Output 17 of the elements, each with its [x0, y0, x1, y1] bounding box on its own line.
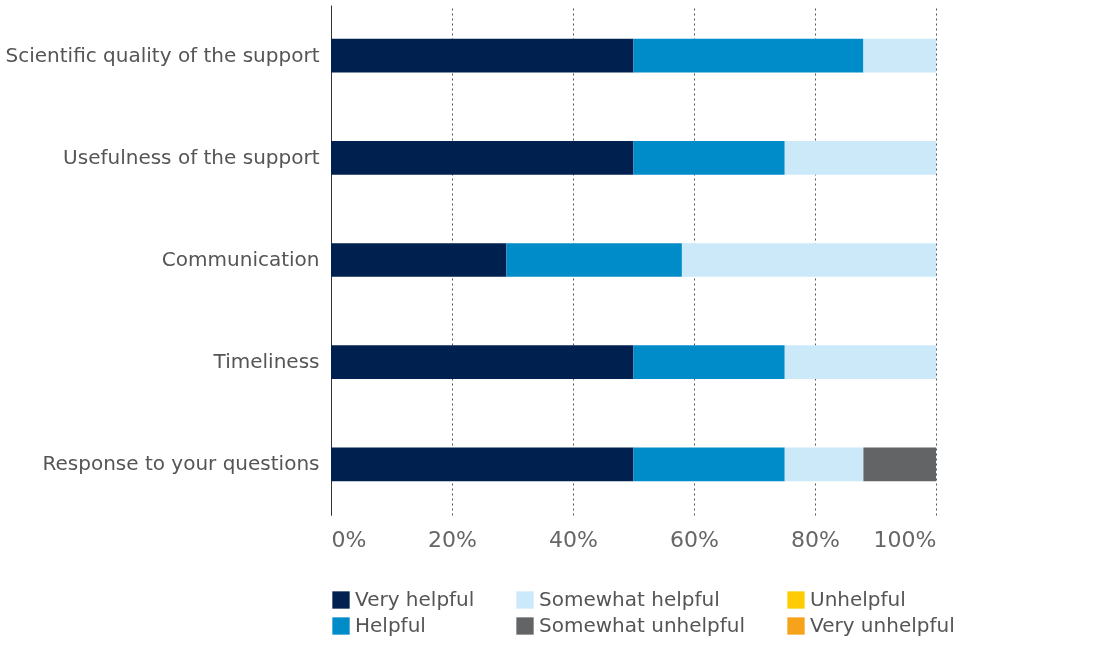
y-tick-label: Usefulness of the support	[63, 144, 320, 169]
legend-label: Somewhat unhelpful	[539, 613, 746, 637]
x-tick-label: 100%	[873, 526, 937, 552]
legend-label: Somewhat helpful	[539, 587, 720, 611]
y-tick-label: Response to your questions	[42, 451, 320, 476]
legend-label: Unhelpful	[810, 587, 906, 611]
x-tick-label: 40%	[549, 526, 598, 552]
legend-label: Helpful	[355, 613, 426, 637]
y-tick-label: Timeliness	[212, 349, 320, 374]
legend-label: Very unhelpful	[810, 613, 955, 637]
y-tick-label: Scientific quality of the support	[5, 42, 320, 67]
legend-label: Very helpful	[355, 587, 475, 611]
x-tick-label: 0%	[331, 526, 367, 552]
y-tick-label: Communication	[161, 247, 320, 271]
x-tick-label: 80%	[791, 526, 840, 552]
x-tick-label: 60%	[670, 526, 719, 552]
x-tick-label: 20%	[428, 526, 477, 552]
